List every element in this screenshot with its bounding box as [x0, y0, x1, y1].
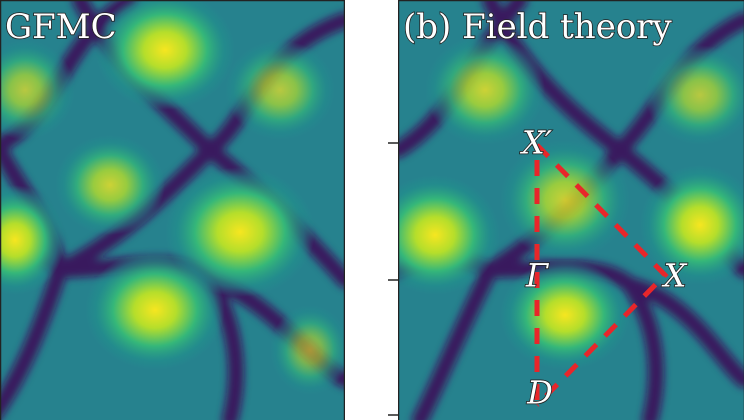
- panel-label: GFMC: [5, 7, 117, 47]
- panel-a: GFMC: [0, 0, 345, 420]
- point-label: Γ: [525, 257, 550, 295]
- ticks: [388, 142, 398, 416]
- point-label: X: [661, 257, 688, 295]
- point-label: X′: [519, 124, 553, 162]
- panel-b: (b) Field theory X′ X Γ D: [398, 0, 744, 420]
- point-label: D: [526, 374, 553, 412]
- panel-label: (b) Field theory: [403, 7, 673, 47]
